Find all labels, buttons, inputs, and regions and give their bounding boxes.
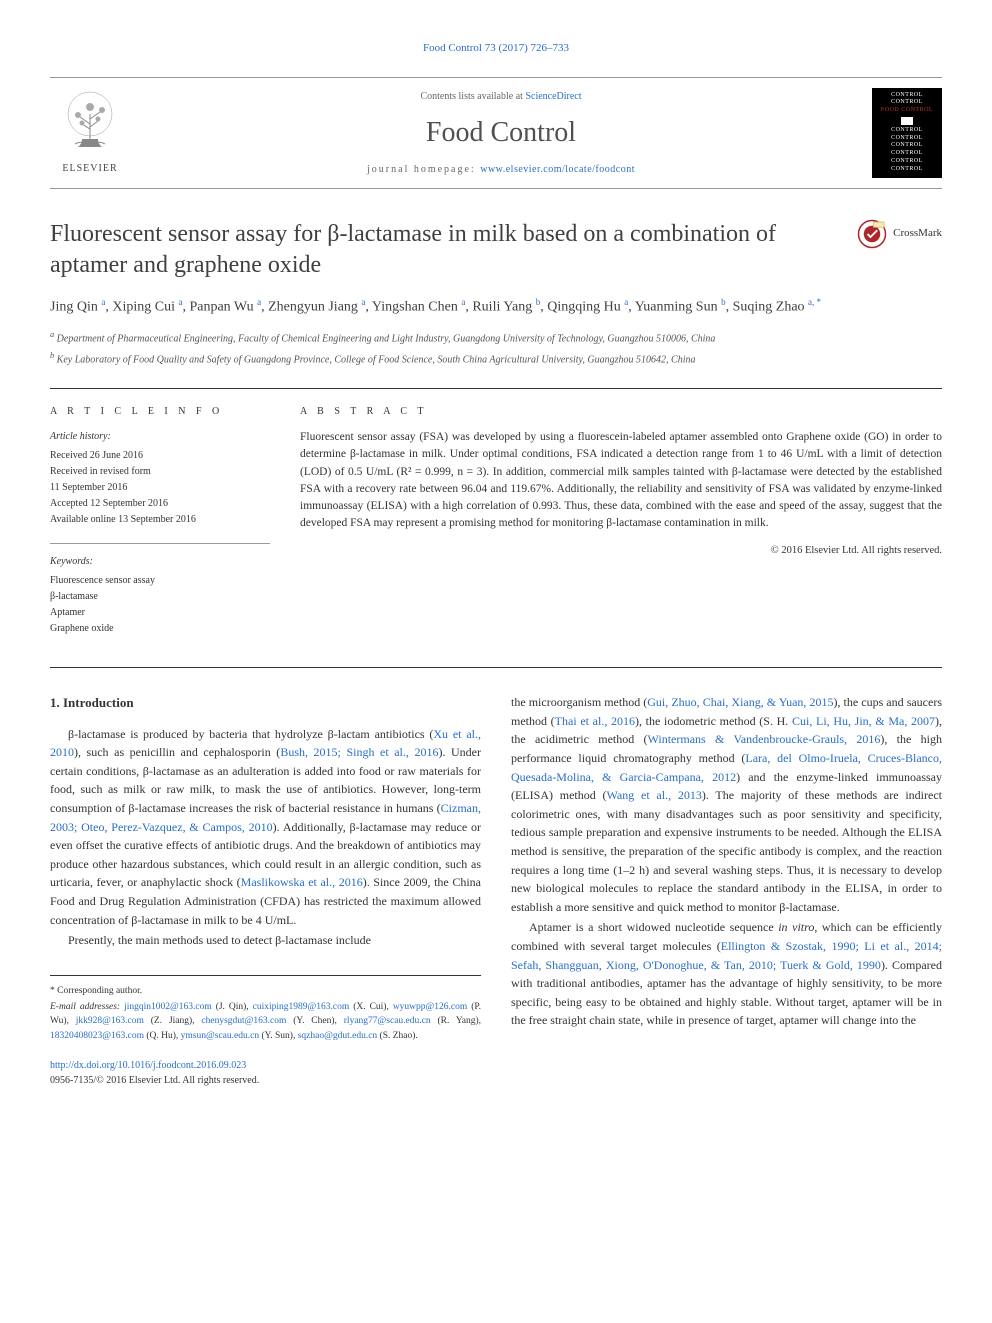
abstract: A B S T R A C T Fluorescent sensor assay…	[300, 404, 942, 652]
abstract-heading: A B S T R A C T	[300, 404, 942, 419]
affiliation-a: a Department of Pharmaceutical Engineeri…	[50, 328, 942, 347]
email-link[interactable]: wyuwpp@126.com	[393, 1002, 467, 1012]
email-link[interactable]: cuixiping1989@163.com	[253, 1002, 350, 1012]
contents-line: Contents lists available at ScienceDirec…	[130, 89, 872, 104]
email-addresses: E-mail addresses: jingqin1002@163.com (J…	[50, 1000, 481, 1043]
email-link[interactable]: chenysgdut@163.com	[201, 1016, 286, 1026]
doi-link[interactable]: http://dx.doi.org/10.1016/j.foodcont.201…	[50, 1060, 246, 1071]
top-citation: Food Control 73 (2017) 726–733	[50, 40, 942, 57]
crossmark-badge[interactable]: CrossMark	[857, 219, 942, 249]
intro-p3: the microorganism method (Gui, Zhuo, Cha…	[511, 693, 942, 916]
abstract-copyright: © 2016 Elsevier Ltd. All rights reserved…	[300, 543, 942, 559]
cover-icon	[901, 117, 913, 125]
email-link[interactable]: 18320408023@163.com	[50, 1031, 144, 1041]
section-1-heading: 1. Introduction	[50, 693, 481, 713]
footnotes: * Corresponding author. E-mail addresses…	[50, 975, 481, 1043]
elsevier-tree-icon	[60, 89, 120, 159]
email-link[interactable]: ymsun@scau.edu.cn	[181, 1031, 259, 1041]
journal-header: ELSEVIER Contents lists available at Sci…	[50, 77, 942, 189]
affiliation-b: b Key Laboratory of Food Quality and Saf…	[50, 349, 942, 368]
email-link[interactable]: jingqin1002@163.com	[124, 1002, 212, 1012]
crossmark-label: CrossMark	[893, 225, 942, 242]
corresponding-author-note: * Corresponding author.	[50, 984, 481, 998]
article-info: A R T I C L E I N F O Article history: R…	[50, 404, 270, 652]
author-list: Jing Qin a, Xiping Cui a, Panpan Wu a, Z…	[50, 296, 942, 318]
journal-cover-thumb: CONTROL CONTROL FOOD CONTROL CONTROL CON…	[872, 88, 942, 178]
article-title: Fluorescent sensor assay for β-lactamase…	[50, 219, 942, 281]
email-link[interactable]: jkk928@163.com	[76, 1016, 144, 1026]
homepage-link[interactable]: www.elsevier.com/locate/foodcont	[480, 164, 635, 175]
homepage-line: journal homepage: www.elsevier.com/locat…	[130, 162, 872, 177]
abstract-text: Fluorescent sensor assay (FSA) was devel…	[300, 429, 942, 533]
journal-title: Food Control	[130, 112, 872, 154]
top-citation-link[interactable]: Food Control 73 (2017) 726–733	[423, 42, 569, 54]
sciencedirect-link[interactable]: ScienceDirect	[525, 91, 581, 102]
email-link[interactable]: sqzhao@gdut.edu.cn	[298, 1031, 377, 1041]
intro-p4: Aptamer is a short widowed nucleotide se…	[511, 918, 942, 1030]
article-history: Article history: Received 26 June 2016 R…	[50, 429, 270, 528]
crossmark-icon	[857, 219, 887, 249]
article-info-heading: A R T I C L E I N F O	[50, 404, 270, 419]
elsevier-logo: ELSEVIER	[50, 89, 130, 176]
doi-block: http://dx.doi.org/10.1016/j.foodcont.201…	[50, 1058, 481, 1088]
elsevier-name: ELSEVIER	[62, 161, 117, 176]
issn-line: 0956-7135/© 2016 Elsevier Ltd. All right…	[50, 1073, 481, 1088]
intro-p2: Presently, the main methods used to dete…	[50, 931, 481, 950]
intro-p1: β-lactamase is produced by bacteria that…	[50, 725, 481, 930]
right-column: the microorganism method (Gui, Zhuo, Cha…	[511, 693, 942, 1088]
body-text: 1. Introduction β-lactamase is produced …	[50, 667, 942, 1088]
left-column: 1. Introduction β-lactamase is produced …	[50, 693, 481, 1088]
affiliations: a Department of Pharmaceutical Engineeri…	[50, 328, 942, 369]
email-link[interactable]: rlyang77@scau.edu.cn	[344, 1016, 431, 1026]
keywords-block: Keywords: Fluorescence sensor assay β-la…	[50, 554, 270, 637]
